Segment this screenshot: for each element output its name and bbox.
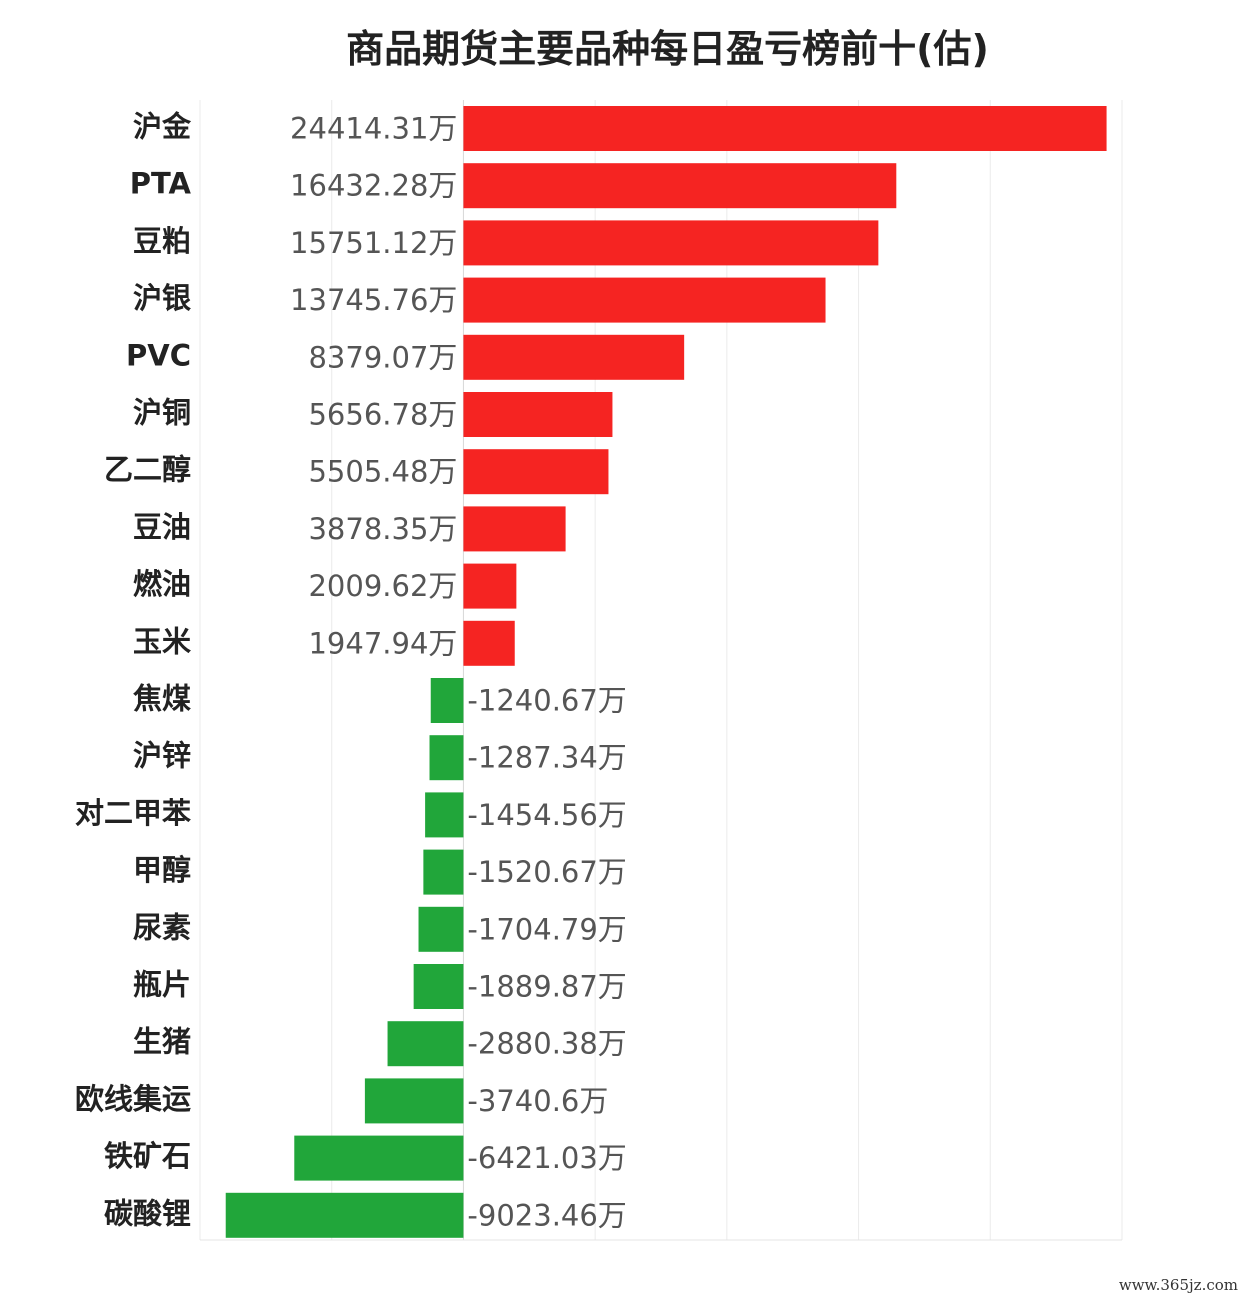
category-label: 铁矿石 (104, 1139, 191, 1173)
bar (418, 906, 464, 952)
bar (387, 1021, 464, 1067)
bar (430, 678, 464, 723)
value-label: 5656.78万 (308, 398, 457, 432)
bar (364, 1078, 464, 1124)
category-label: 甲醇 (133, 853, 191, 887)
grid-lines (199, 100, 1123, 1241)
value-label: 1947.94万 (308, 626, 457, 660)
value-label: 13745.76万 (290, 283, 457, 317)
value-label: -1454.56万 (467, 798, 626, 832)
bar (463, 106, 1107, 151)
category-label: 沪铜 (133, 396, 191, 430)
category-label: PTA (130, 167, 192, 201)
bar (425, 792, 464, 838)
category-label: 沪金 (133, 110, 192, 144)
category-label: 生猪 (133, 1025, 191, 1059)
bar (225, 1192, 464, 1238)
value-label: 2009.62万 (308, 569, 457, 603)
category-label: 豆粕 (133, 224, 191, 258)
value-label: -6421.03万 (467, 1141, 626, 1175)
category-label: 沪银 (133, 281, 191, 315)
category-label: 沪锌 (133, 739, 191, 773)
value-labels: 24414.31万 16432.28万 15751.12万 13745.76万 8379… (290, 112, 627, 1233)
bar (413, 964, 464, 1009)
value-label: -3740.6万 (467, 1084, 608, 1118)
value-label: 3878.35万 (308, 512, 457, 546)
watermark: www.365jz.com (1118, 1276, 1238, 1294)
bar (423, 849, 464, 895)
value-label: -2880.38万 (467, 1027, 626, 1061)
value-label: 15751.12万 (290, 226, 457, 260)
bar (429, 735, 464, 781)
category-label: 乙二醇 (104, 453, 191, 487)
bar (463, 563, 517, 609)
chart-title: 商品期货主要品种每日盈亏榜前十(估) (346, 27, 989, 71)
value-label: -1704.79万 (467, 912, 626, 946)
bar (463, 506, 566, 552)
value-label: -1240.67万 (467, 684, 626, 718)
category-label: 燃油 (133, 567, 191, 601)
value-label: -1520.67万 (467, 855, 626, 889)
bar (463, 163, 897, 209)
category-label: 欧线集运 (75, 1082, 191, 1116)
bar (463, 620, 515, 666)
category-label: 豆油 (133, 510, 191, 544)
value-label: 16432.28万 (290, 169, 457, 203)
category-label: 瓶片 (133, 968, 191, 1002)
category-label: 碳酸锂 (104, 1196, 191, 1230)
value-label: -1287.34万 (467, 741, 626, 775)
value-label: 8379.07万 (308, 340, 457, 374)
bars (225, 106, 1107, 1238)
value-label: 5505.48万 (308, 455, 457, 489)
value-label: -1889.87万 (467, 970, 626, 1004)
category-label: 焦煤 (133, 682, 191, 716)
category-label: 对二甲苯 (75, 796, 191, 830)
bar (463, 449, 609, 495)
bar (294, 1135, 464, 1181)
category-label: 玉米 (133, 624, 191, 658)
value-label: -9023.46万 (467, 1198, 626, 1232)
category-label: 尿素 (133, 910, 191, 944)
bar (463, 334, 685, 380)
value-label: 24414.31万 (290, 112, 457, 146)
bar (463, 220, 879, 266)
bar (463, 392, 613, 437)
category-label: PVC (126, 338, 191, 372)
bar (463, 277, 826, 323)
